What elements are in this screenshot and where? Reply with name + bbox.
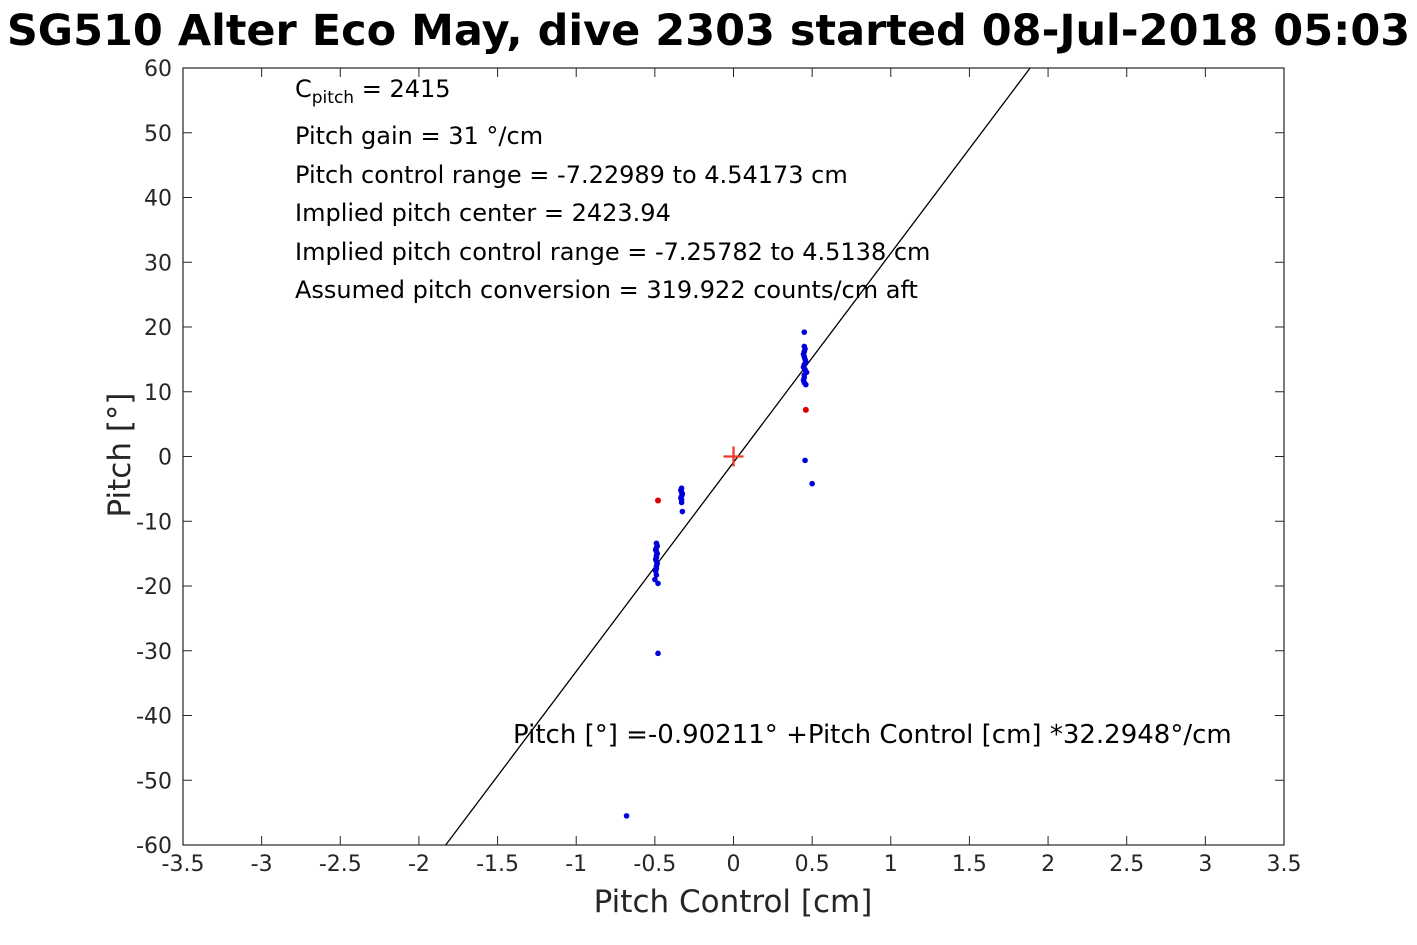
x-tick-label: -1 xyxy=(565,852,587,877)
pitch-observations-blue-point xyxy=(623,813,630,819)
pitch-observations-blue-point xyxy=(802,457,808,464)
x-tick-label: -0.5 xyxy=(633,852,676,877)
x-tick-label: -3 xyxy=(251,852,273,877)
pitch-observations-blue-point xyxy=(655,650,661,657)
x-tick-label: 3.5 xyxy=(1267,852,1302,877)
annotation-line-cpitch: Cpitch = 2415 xyxy=(295,70,930,117)
y-tick-label: -60 xyxy=(136,834,172,859)
y-tick-label: -10 xyxy=(136,510,172,535)
y-tick-label: 40 xyxy=(144,187,172,212)
pitch-observations-blue-point xyxy=(653,572,660,578)
flagged-observations-red-point xyxy=(802,406,809,413)
pitch-observations-blue-point xyxy=(809,480,815,487)
y-tick-label: 60 xyxy=(144,57,172,82)
y-tick-label: 50 xyxy=(144,122,172,147)
pitch-observations-blue-point xyxy=(679,508,686,515)
y-tick-label: 10 xyxy=(144,381,172,406)
x-tick-label: 1 xyxy=(884,852,898,877)
x-tick-label: 0.5 xyxy=(795,852,830,877)
x-tick-label: 3 xyxy=(1198,852,1212,877)
x-axis-label: Pitch Control [cm] xyxy=(593,884,873,920)
pitch-observations-blue-point xyxy=(803,381,809,388)
y-tick-label: -30 xyxy=(136,640,172,665)
annotation-block: Cpitch = 2415 Pitch gain = 31 °/cm Pitch… xyxy=(295,70,930,310)
y-tick-label: -20 xyxy=(136,575,172,600)
x-tick-label: 2.5 xyxy=(1109,852,1144,877)
y-tick-label: 20 xyxy=(144,316,172,341)
annotation-line-conversion: Assumed pitch conversion = 319.922 count… xyxy=(295,276,918,305)
pitch-observations-blue-point xyxy=(801,329,808,335)
y-tick-label: -50 xyxy=(136,769,172,794)
cpitch-value: = 2415 xyxy=(354,75,451,103)
flagged-observations-red-point xyxy=(655,497,662,504)
x-tick-label: -3.5 xyxy=(162,852,205,877)
x-tick-label: 0 xyxy=(727,852,741,877)
x-tick-label: -1.5 xyxy=(476,852,519,877)
x-tick-label: 2 xyxy=(1041,852,1055,877)
annotation-line-implied-range: Implied pitch control range = -7.25782 t… xyxy=(295,237,931,266)
cpitch-subscript: pitch xyxy=(311,87,355,108)
x-tick-label: -2.5 xyxy=(319,852,362,877)
pitch-observations-blue-point xyxy=(678,499,685,506)
fit-equation-label: Pitch [°] =-0.90211° +Pitch Control [cm]… xyxy=(513,720,1232,750)
pitch-observations-blue-point xyxy=(652,576,658,583)
y-tick-label: -40 xyxy=(136,705,172,730)
pitch-observations-blue-point xyxy=(655,580,661,587)
x-tick-label: -2 xyxy=(408,852,430,877)
annotation-line-pitch-gain: Pitch gain = 31 °/cm xyxy=(295,122,544,151)
cpitch-base: C xyxy=(295,75,312,103)
chart-title: SG510 Alter Eco May, dive 2303 started 0… xyxy=(6,6,1411,56)
y-tick-label: 30 xyxy=(144,251,172,276)
y-axis-label: Pitch [°] xyxy=(102,392,138,518)
y-tick-label: 0 xyxy=(158,446,172,471)
x-tick-label: 1.5 xyxy=(952,852,987,877)
annotation-line-control-range: Pitch control range = -7.22989 to 4.5417… xyxy=(295,160,848,189)
annotation-line-implied-center: Implied pitch center = 2423.94 xyxy=(295,199,671,228)
